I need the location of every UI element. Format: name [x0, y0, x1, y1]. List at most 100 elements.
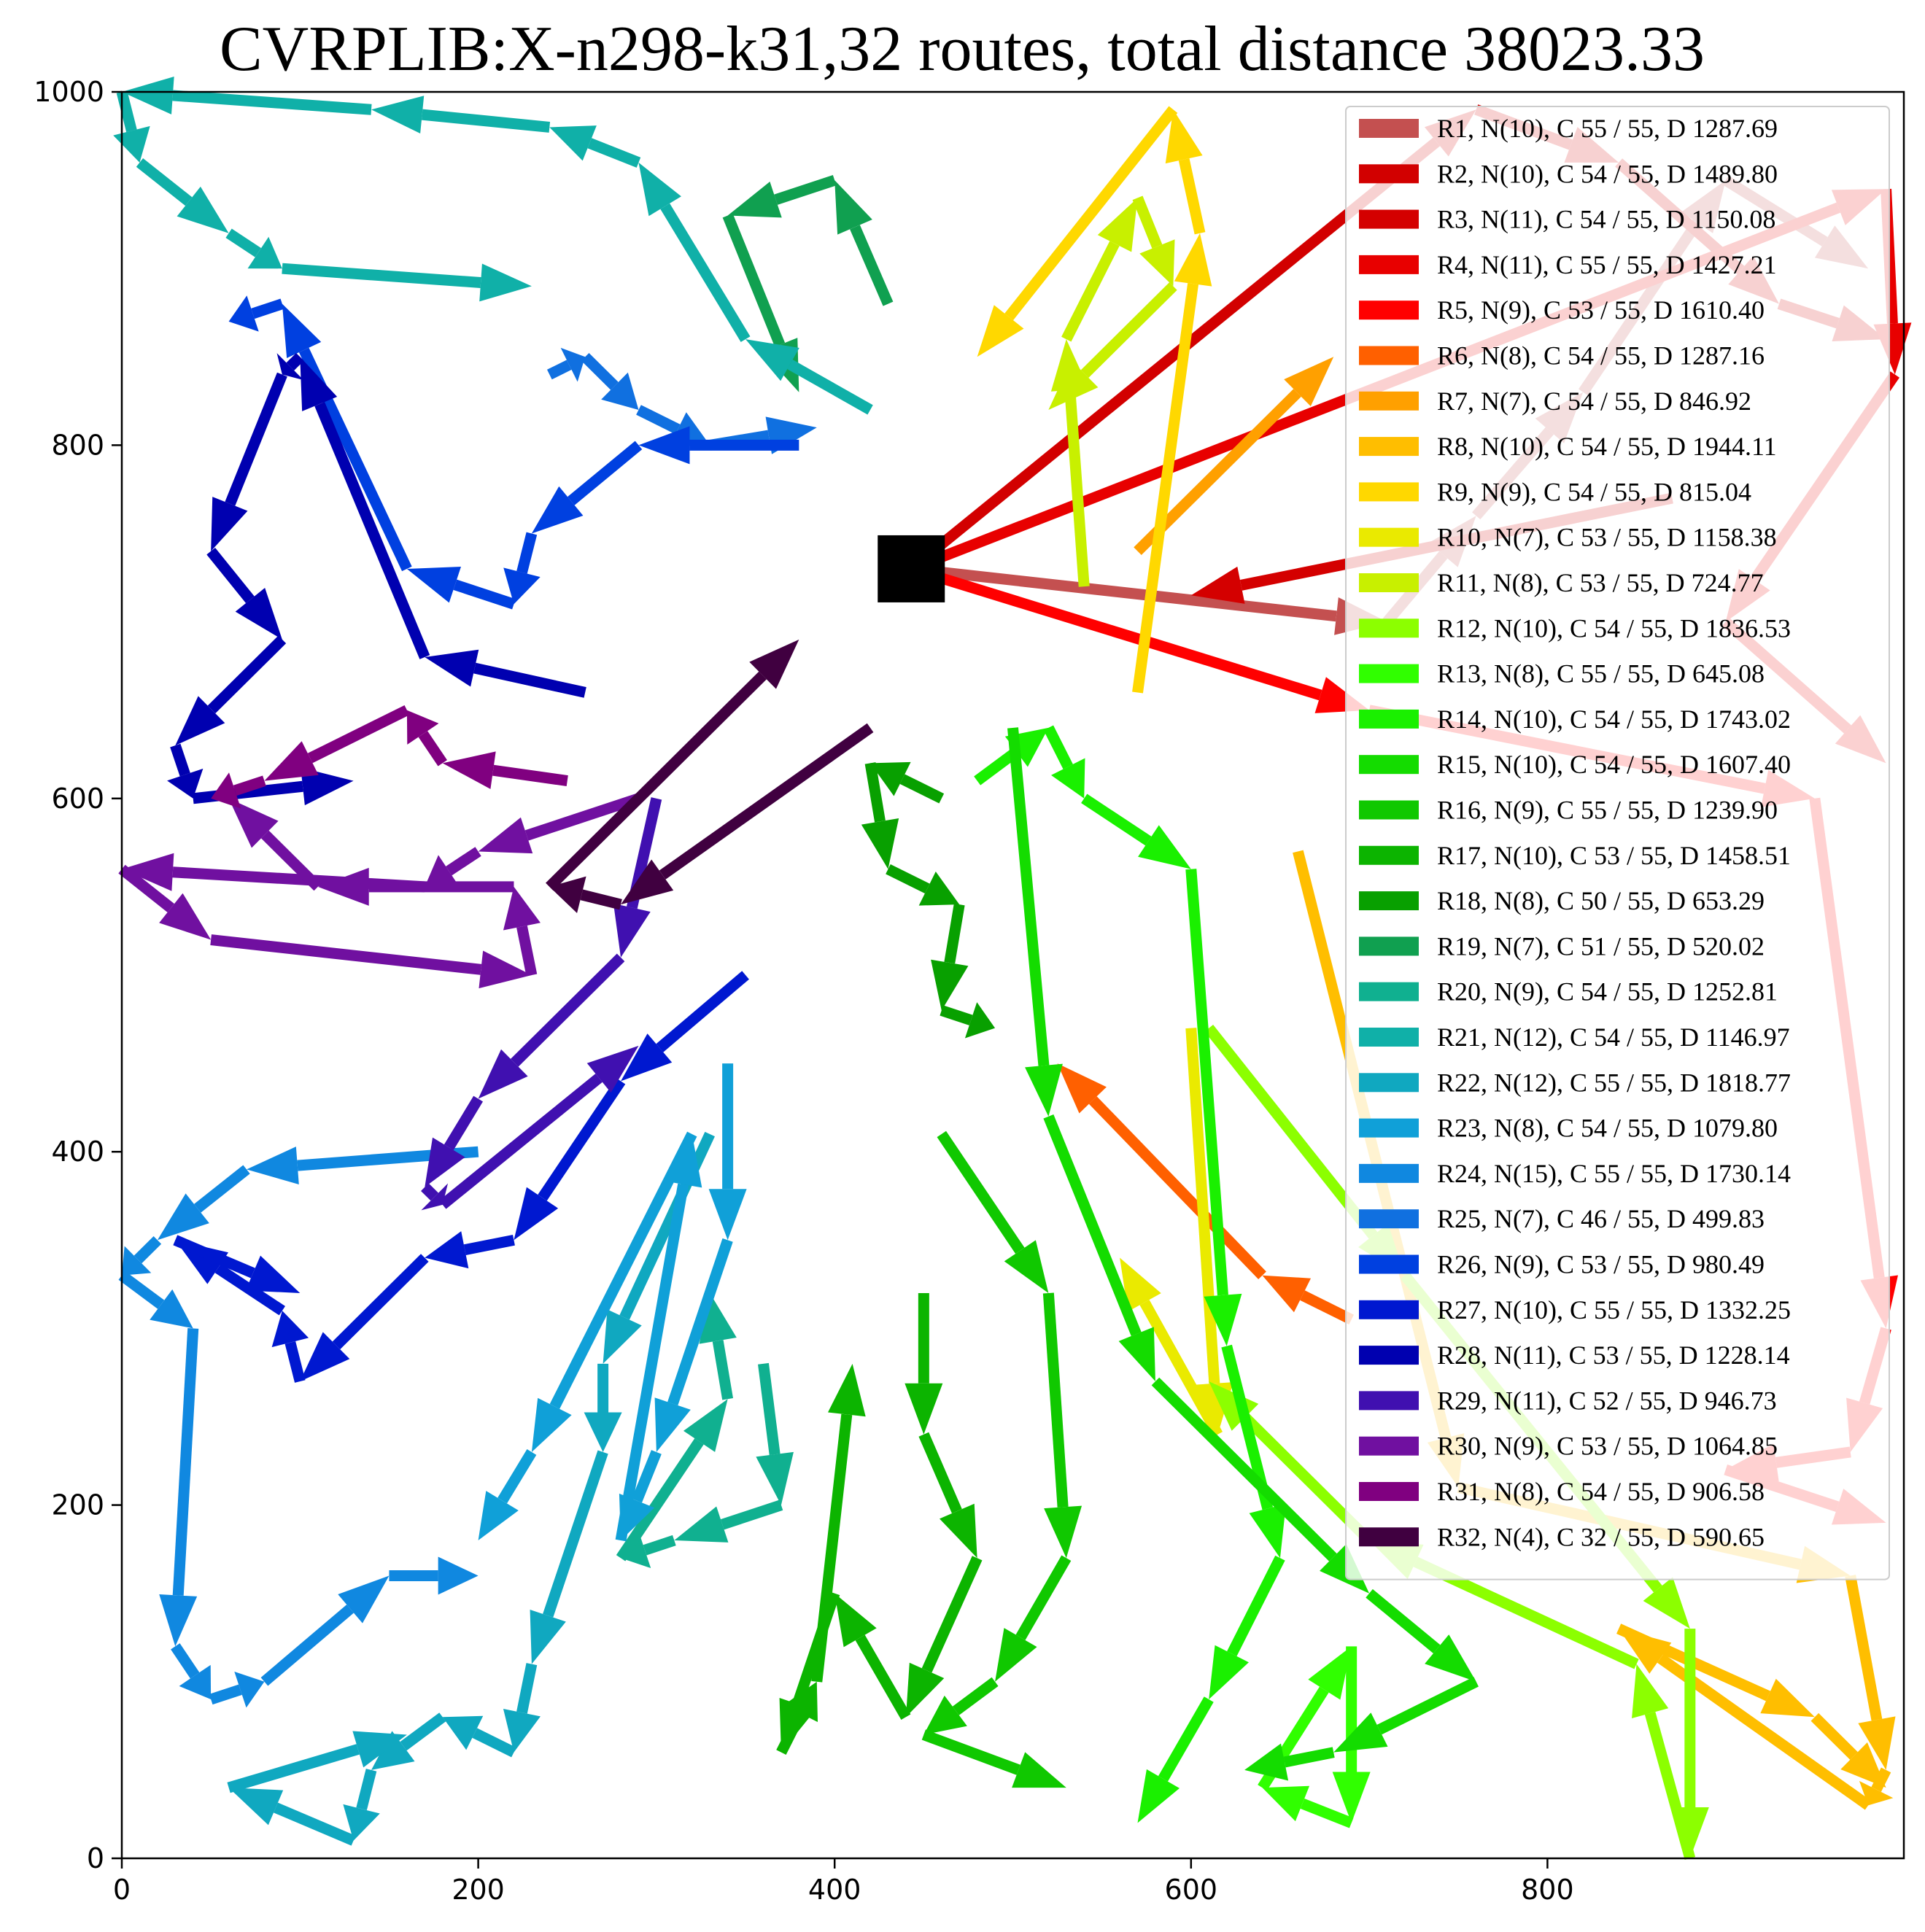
route-23-arrowhead [531, 1397, 572, 1452]
route-26-segment [568, 441, 643, 505]
x-tick-label: 800 [1521, 1874, 1574, 1906]
route-32 [546, 639, 874, 914]
route-12-arrowhead [1643, 1577, 1690, 1629]
route-30-segment [261, 830, 322, 891]
legend-swatch [1359, 1028, 1419, 1047]
route-18-arrowhead [861, 818, 899, 869]
route-9-segment [1178, 158, 1206, 235]
route-27-arrowhead [271, 1311, 309, 1348]
route-29-arrowhead [421, 1183, 449, 1211]
route-14-segment [1043, 725, 1073, 769]
route-28-arrowhead [425, 649, 479, 687]
legend-entry-label: R7, N(7), C 54 / 55, D 846.92 [1437, 387, 1751, 416]
route-29-arrowhead [586, 1045, 639, 1093]
route-14-segment [974, 747, 1020, 785]
route-15-arrowhead [1333, 1712, 1388, 1753]
route-16-segment [952, 1677, 999, 1715]
route-14-arrowhead [1137, 1769, 1180, 1823]
route-17-arrowhead [827, 1363, 866, 1417]
route-6-segment [1088, 1096, 1266, 1279]
route-9-arrowhead [1174, 233, 1212, 287]
route-6 [1057, 1063, 1355, 1325]
y-tick-label: 400 [51, 1136, 104, 1168]
route-32-segment [659, 723, 874, 880]
route-14-arrowhead [1138, 825, 1191, 869]
route-27-segment [656, 971, 749, 1052]
route-27 [173, 971, 749, 1383]
route-20 [616, 1292, 794, 1569]
route-17 [776, 1292, 983, 1756]
route-19-segment [774, 174, 837, 205]
route-15-segment [1151, 1377, 1337, 1561]
route-23-segment [632, 1450, 662, 1503]
route-6-arrowhead [1262, 1275, 1312, 1313]
route-22-segment [516, 1663, 538, 1714]
legend-entry-label: R8, N(10), C 54 / 55, D 1944.11 [1437, 432, 1777, 461]
route-16-arrowhead [1012, 1752, 1066, 1788]
legend-swatch [1359, 391, 1419, 411]
route-24 [118, 1146, 479, 1708]
route-24-segment [171, 1643, 200, 1679]
chart-title: CVRPLIB:X-n298-k31,32 routes, total dist… [220, 14, 1705, 85]
legend-entry-label: R1, N(10), C 55 / 55, D 1287.69 [1437, 114, 1778, 143]
legend-entry-label: R2, N(10), C 54 / 55, D 1489.80 [1437, 159, 1778, 188]
legend-swatch [1359, 755, 1419, 775]
route-17-segment [776, 1711, 806, 1756]
route-24-arrowhead [338, 1575, 390, 1623]
route-21-arrowhead [177, 186, 229, 233]
route-28-segment [207, 635, 287, 714]
route-17-arrowhead [939, 1503, 977, 1559]
route-17-arrowhead [783, 1681, 818, 1723]
route-30-arrowhead [122, 853, 174, 891]
legend-entry-label: R13, N(8), C 55 / 55, D 645.08 [1437, 659, 1765, 688]
route-29-segment [511, 953, 625, 1067]
route-16-arrowhead [995, 1628, 1037, 1682]
legend-entry-label: R24, N(15), C 55 / 55, D 1730.14 [1437, 1159, 1791, 1188]
route-31-segment [233, 775, 266, 796]
route-27-arrowhead [425, 1231, 469, 1269]
route-21-segment [172, 90, 372, 115]
route-23-arrowhead [654, 1397, 691, 1452]
route-26-segment [516, 532, 538, 574]
route-18-segment [944, 903, 965, 964]
route-22-segment [227, 1744, 360, 1793]
route-21-arrowhead [549, 125, 597, 161]
route-21-arrowhead [371, 96, 425, 133]
route-27-arrowhead [245, 1255, 301, 1293]
legend-entry-label: R28, N(11), C 53 / 55, D 1228.14 [1437, 1341, 1790, 1370]
route-31-segment [307, 705, 410, 764]
route-31-segment [492, 764, 568, 787]
route-29-arrowhead [425, 1137, 465, 1187]
route-11-segment [1080, 282, 1177, 379]
legend-swatch [1359, 1209, 1419, 1229]
route-32-segment [546, 671, 767, 891]
route-31-segment [418, 731, 447, 767]
route-22-arrowhead [603, 1309, 642, 1364]
route-15-arrowhead [1025, 1063, 1063, 1117]
route-18-arrowhead [931, 959, 969, 1011]
route-29-segment [421, 1183, 439, 1201]
legend-entry-label: R18, N(8), C 50 / 55, D 653.29 [1437, 886, 1765, 915]
route-27-segment [284, 1341, 306, 1383]
route-22-arrowhead [584, 1412, 622, 1452]
route-30-arrowhead [159, 893, 212, 940]
route-13-arrowhead [1308, 1646, 1352, 1700]
route-25-segment [581, 352, 619, 390]
route-11 [1048, 195, 1177, 587]
route-26-arrowhead [282, 303, 322, 359]
legend-entry-label: R23, N(8), C 54 / 55, D 1079.80 [1437, 1114, 1778, 1143]
route-16-segment [921, 1729, 1020, 1775]
route-9-arrowhead [977, 305, 1024, 357]
legend-entry-label: R21, N(12), C 54 / 55, D 1146.97 [1437, 1023, 1790, 1052]
route-19 [722, 174, 894, 392]
route-16-arrowhead [1004, 1240, 1049, 1293]
x-tick-label: 0 [113, 1874, 131, 1906]
route-29-segment [439, 1074, 603, 1209]
route-6-arrowhead [1057, 1063, 1107, 1114]
route-30 [118, 793, 640, 989]
route-20-segment [758, 1362, 781, 1456]
legend-swatch [1359, 936, 1419, 956]
route-27-arrowhead [621, 1033, 673, 1082]
route-15-segment [1376, 1677, 1479, 1735]
route-21-segment [787, 360, 873, 415]
